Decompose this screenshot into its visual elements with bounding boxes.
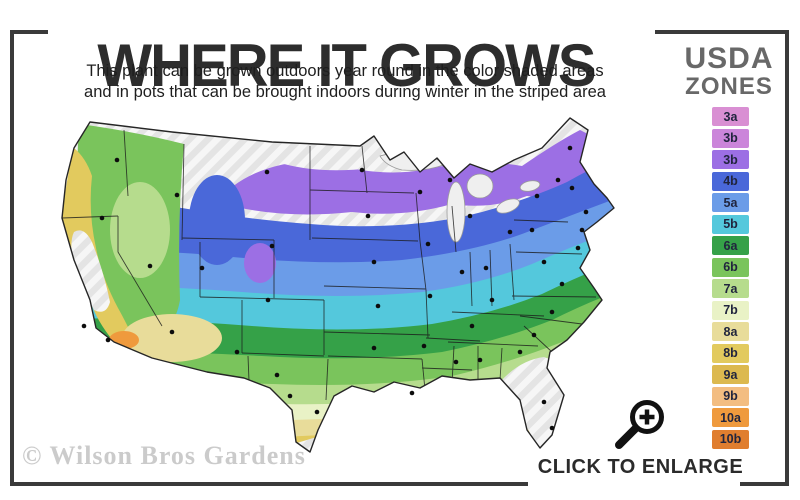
zone-chip-15: 10b xyxy=(712,429,749,449)
zone-chip-7: 6b xyxy=(712,257,749,277)
page-title: WHERE IT GROWS xyxy=(97,31,596,100)
frame-right-border xyxy=(785,30,789,486)
lake-michigan xyxy=(446,181,466,243)
north-plains-striped-patch xyxy=(257,144,424,171)
usa-outline xyxy=(61,117,615,453)
subtitle-line-1: This plant can be grown outdoors year ro… xyxy=(86,62,604,80)
legend-title-zones: ZONES xyxy=(685,73,773,100)
state-borders xyxy=(62,129,597,407)
subtitle: This plant can be grown outdoors year ro… xyxy=(30,61,660,103)
zone-chip-5: 5b xyxy=(712,214,749,234)
pacific-coast-gold-strip xyxy=(62,148,140,352)
zone-chip-4: 5a xyxy=(712,193,749,212)
zone-chip-8: 7a xyxy=(712,279,749,298)
colorado-purple-patch xyxy=(244,243,276,283)
click-to-enlarge-button[interactable]: CLICK TO ENLARGE xyxy=(533,398,748,479)
zone-chip-list: 3a 3b 3b 4b 5a 5b 6a 6b 7a 7b 8a 8b 9a 9b 10a 10b xyxy=(712,107,749,451)
zone-band-purple xyxy=(217,130,614,215)
click-to-enlarge-label: CLICK TO ENLARGE xyxy=(537,456,744,478)
zone-chip-3: 4b xyxy=(712,171,749,191)
zone-chip-13: 9b xyxy=(712,386,749,406)
zone-chip-6: 6a xyxy=(712,236,749,255)
frame-bottom-left-segment xyxy=(10,482,528,486)
zone-chip-10: 8a xyxy=(712,322,749,341)
lake-ontario xyxy=(519,180,541,192)
lake-erie xyxy=(496,198,520,214)
zone-chip-12: 9a xyxy=(712,365,749,384)
frame-top-right-segment xyxy=(655,30,789,34)
zone-chip-9: 7b xyxy=(712,300,749,320)
lake-huron xyxy=(466,173,494,199)
zone-chip-14: 10a xyxy=(712,408,749,427)
west-light-green-patch xyxy=(110,182,170,278)
usda-zone-map[interactable] xyxy=(22,100,667,490)
southwest-khaki-patch xyxy=(122,314,222,362)
frame-bottom-right-segment xyxy=(740,482,789,486)
legend-title-usda: USDA xyxy=(684,42,774,75)
california-striped-patch xyxy=(71,230,110,312)
zone-chip-11: 8b xyxy=(712,343,749,363)
magnifier-zoom-in-icon[interactable] xyxy=(533,398,748,454)
zone-chip-0: 3a xyxy=(712,107,749,126)
florida-striped-area xyxy=(500,357,566,449)
subtitle-line-2: and in pots that can be brought indoors … xyxy=(84,83,606,101)
frame-top-left-segment xyxy=(10,30,48,34)
usda-zones-legend: USDA ZONES xyxy=(668,44,790,100)
zone-chip-2: 3b xyxy=(712,150,749,169)
watermark: © Wilson Bros Gardens xyxy=(22,441,306,470)
zone-chip-1: 3b xyxy=(712,128,749,148)
city-dots xyxy=(81,145,589,431)
frame-left-border xyxy=(10,30,14,486)
rockies-blue-patch xyxy=(189,175,245,265)
